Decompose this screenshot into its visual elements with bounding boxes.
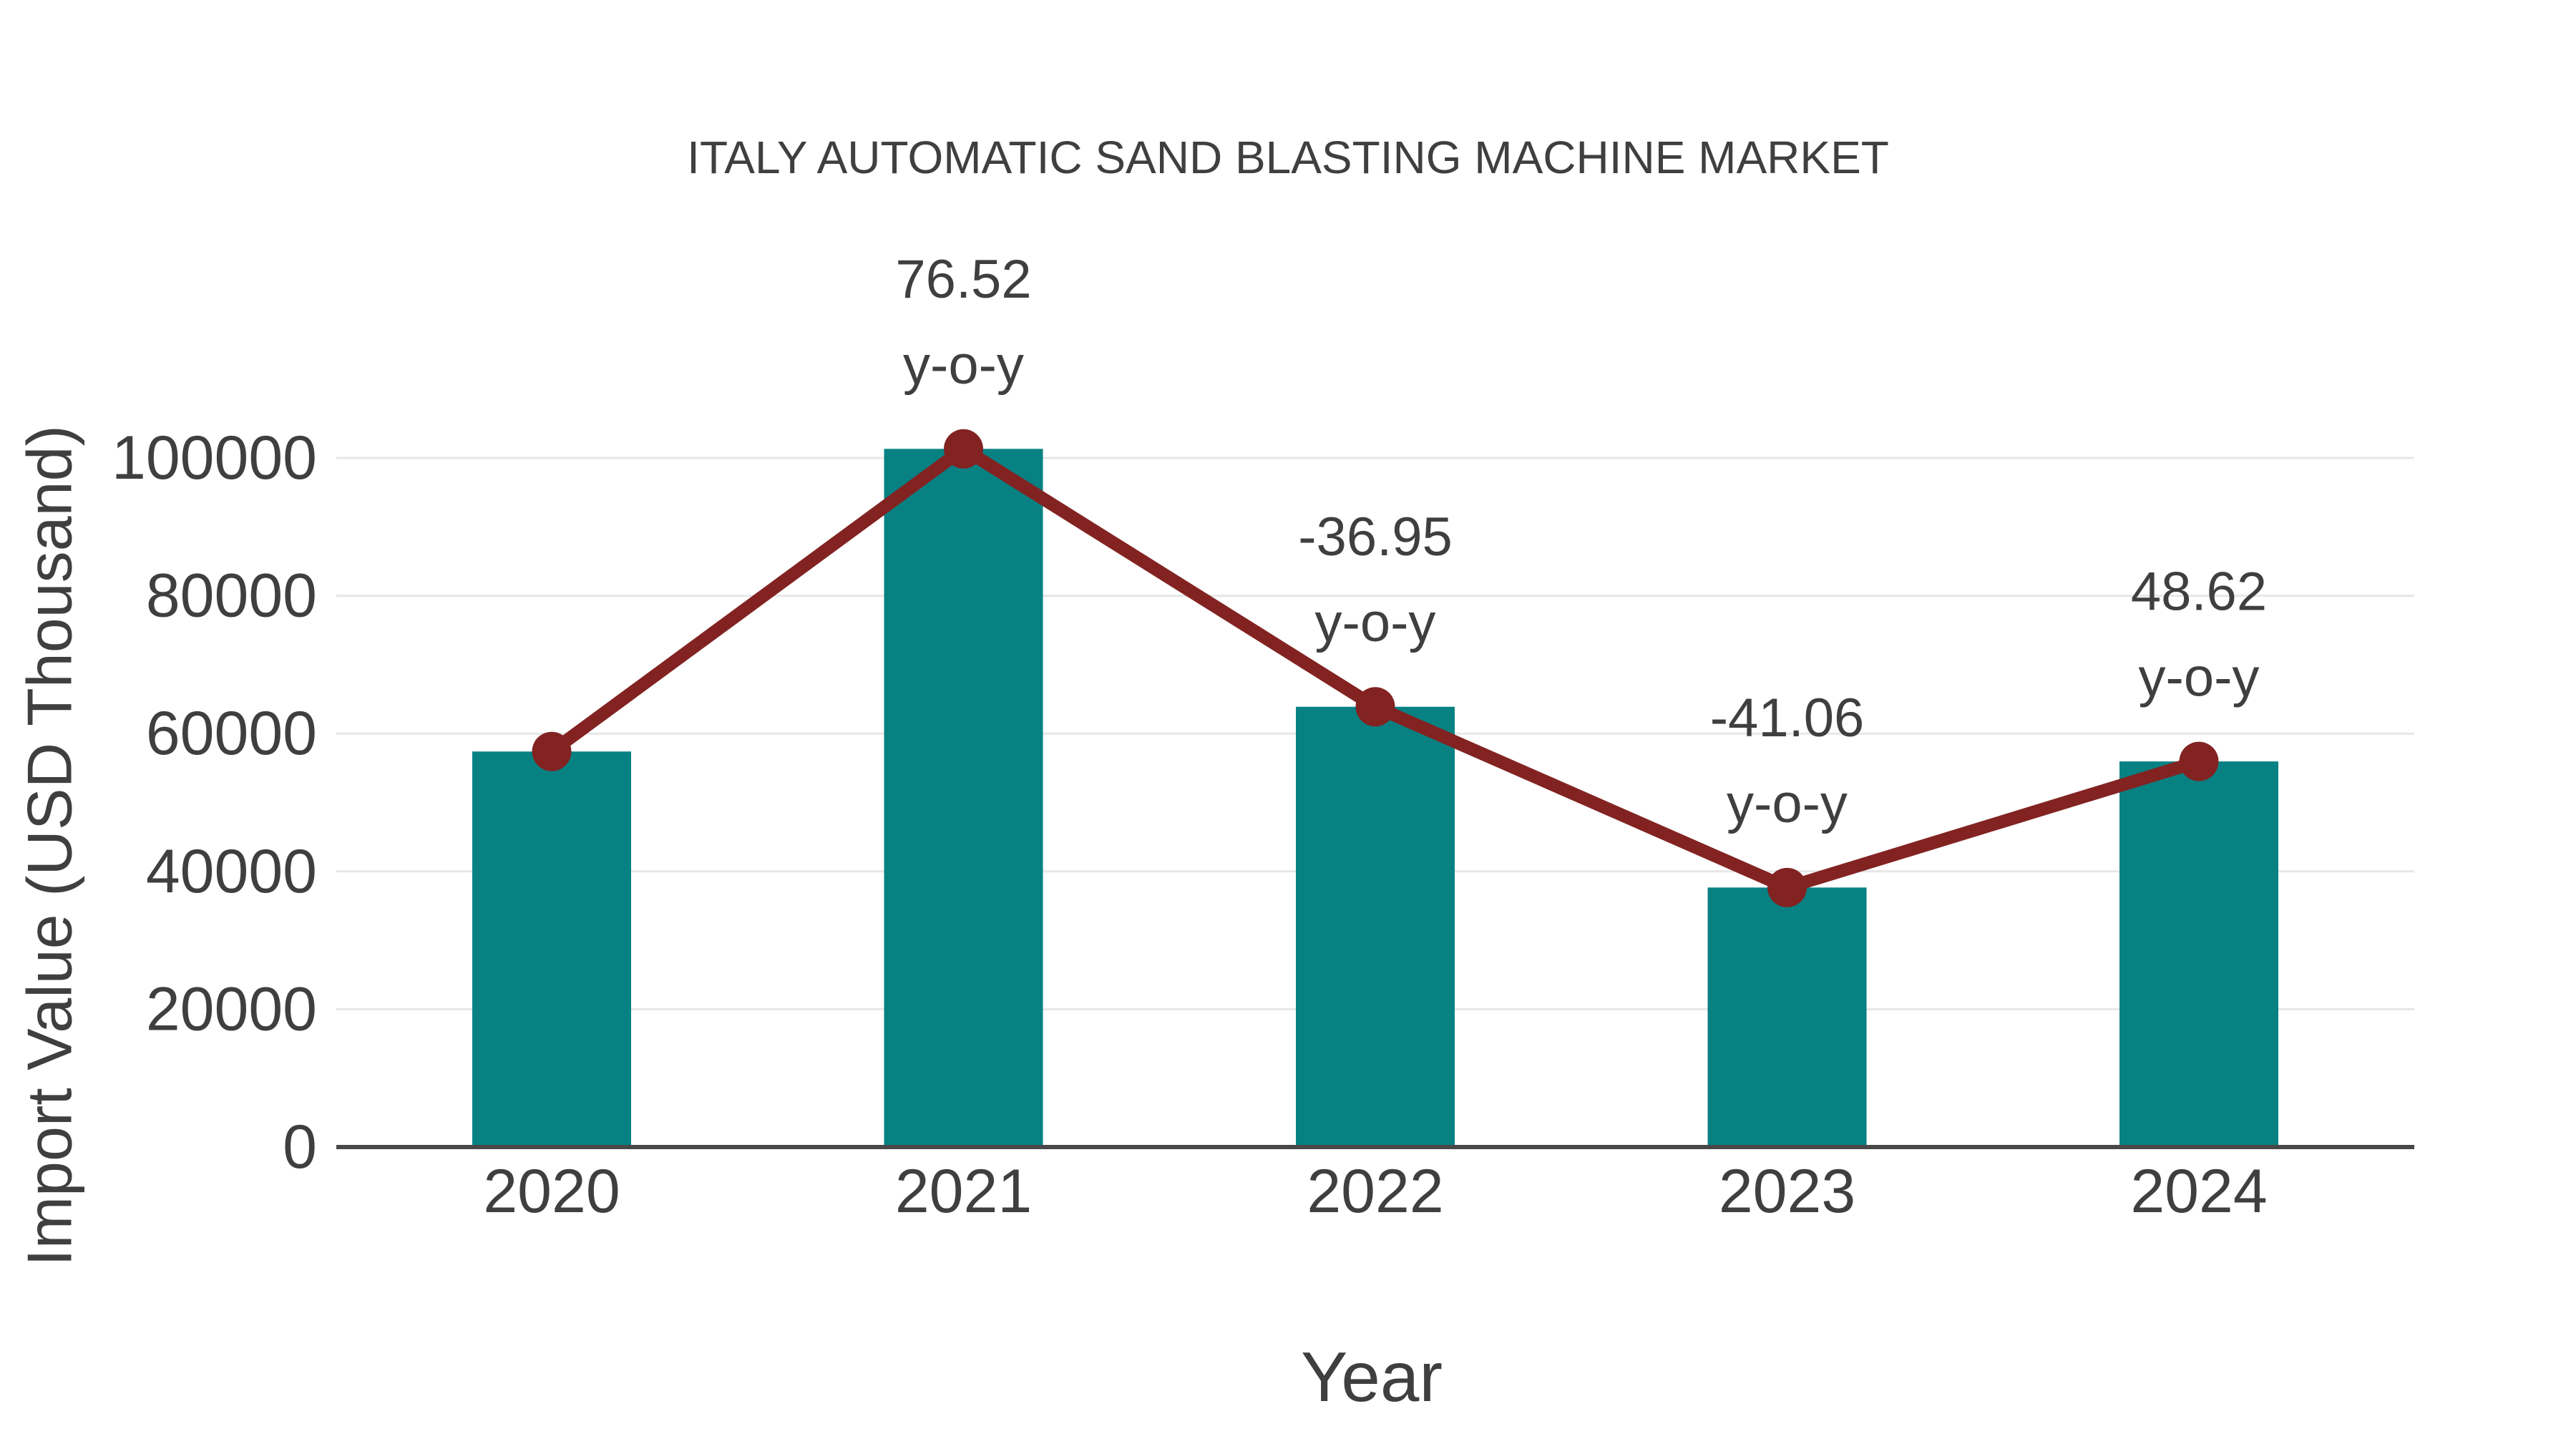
bar-2020: [472, 751, 631, 1147]
line-marker-2024: [2179, 741, 2219, 781]
x-tick-label-2021: 2021: [895, 1157, 1032, 1226]
line-series-layer: [532, 429, 2219, 907]
x-tick-label-2023: 2023: [1719, 1157, 1855, 1226]
bar-2022: [1296, 706, 1455, 1147]
y-axis-title: Import Value (USD Thousand): [14, 425, 85, 1267]
annotation-2023-suffix: y-o-y: [1727, 774, 1848, 834]
chart-title: ITALY AUTOMATIC SAND BLASTING MACHINE MA…: [687, 132, 1889, 183]
annotation-2024-value: 48.62: [2131, 562, 2267, 623]
line-marker-2020: [532, 731, 572, 771]
annotation-2021-value: 76.52: [895, 249, 1031, 310]
bar-2024: [2119, 761, 2278, 1147]
x-axis-title: Year: [1301, 1337, 1443, 1416]
y-tick-label-40000: 40000: [146, 837, 317, 906]
bar-2021: [884, 449, 1043, 1147]
y-tick-label-60000: 60000: [146, 699, 317, 768]
bar-series-layer: [472, 449, 2278, 1147]
line-marker-2022: [1355, 687, 1395, 727]
annotation-2024-suffix: y-o-y: [2139, 648, 2260, 708]
annotation-2021-suffix: y-o-y: [903, 335, 1024, 396]
annotations-layer: 76.52 y-o-y -36.95 y-o-y -41.06 y-o-y 48.62 y-o…: [895, 249, 2267, 834]
y-tick-label-0: 0: [283, 1113, 317, 1181]
x-tick-label-2022: 2022: [1307, 1157, 1443, 1226]
x-tick-label-2020: 2020: [483, 1157, 620, 1226]
annotation-2022-suffix: y-o-y: [1315, 592, 1436, 653]
line-marker-2023: [1767, 867, 1807, 907]
y-tick-label-100000: 100000: [112, 424, 317, 492]
annotation-2023-value: -41.06: [1710, 688, 1865, 748]
x-tick-label-2024: 2024: [2130, 1157, 2267, 1226]
tick-labels-layer: 0 20000 40000 60000 80000 100000 2020 2021 2022 2…: [112, 424, 2268, 1226]
line-marker-2021: [944, 429, 983, 469]
annotation-2022-value: -36.95: [1298, 507, 1453, 567]
y-tick-label-80000: 80000: [146, 562, 317, 630]
y-tick-label-20000: 20000: [146, 975, 317, 1043]
bar-2023: [1707, 887, 1867, 1147]
